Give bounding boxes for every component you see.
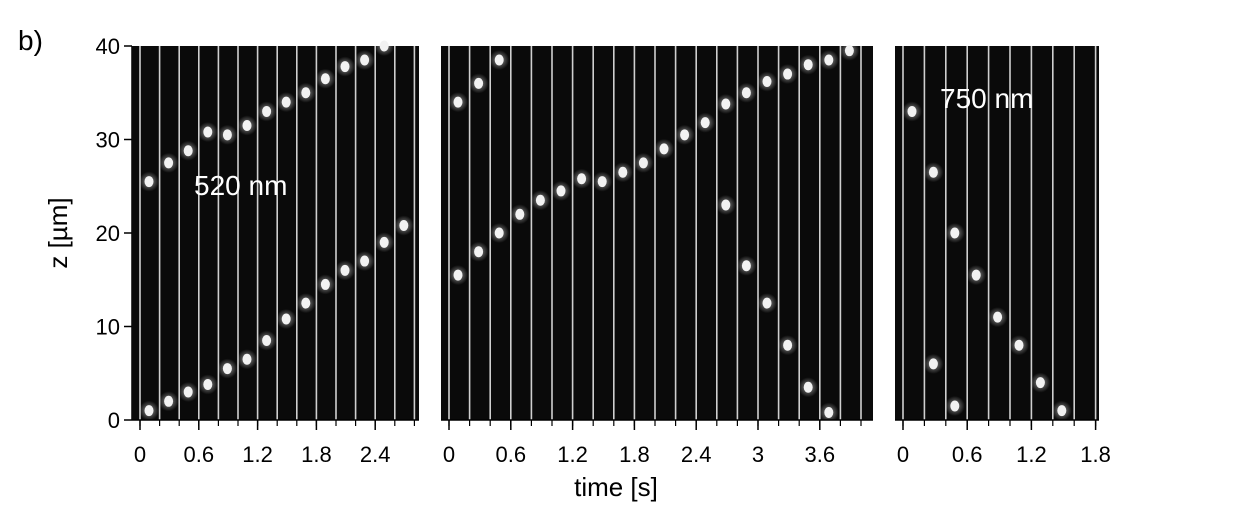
data-point (971, 269, 981, 281)
data-point (680, 129, 690, 141)
data-point (399, 220, 409, 232)
data-point (1035, 377, 1045, 389)
data-point (803, 381, 813, 393)
data-point (183, 386, 193, 398)
data-point (301, 87, 311, 99)
x-tick-label: 0.6 (496, 442, 527, 467)
data-point (535, 194, 545, 206)
x-tick-label: 1.8 (1080, 442, 1111, 467)
data-point (597, 176, 607, 188)
data-point (762, 76, 772, 88)
data-point (824, 407, 834, 419)
data-point (379, 236, 389, 248)
data-point (262, 335, 272, 347)
data-point (950, 400, 960, 412)
data-point (222, 129, 232, 141)
data-point (950, 227, 960, 239)
x-tick-label: 0.6 (184, 442, 215, 467)
data-point (928, 358, 938, 370)
y-tick-label: 10 (96, 315, 120, 340)
data-point (494, 227, 504, 239)
data-point (783, 339, 793, 351)
data-point (803, 59, 813, 71)
data-point (844, 45, 854, 57)
data-point (453, 269, 463, 281)
data-point (1014, 339, 1024, 351)
data-point (301, 297, 311, 309)
panel-background (441, 46, 873, 420)
data-point (222, 363, 232, 375)
data-point (320, 73, 330, 85)
data-point (144, 405, 154, 417)
data-point (700, 117, 710, 129)
x-axis-title: time [s] (574, 472, 658, 502)
data-point (721, 199, 731, 211)
x-tick-label: 2.4 (681, 442, 712, 467)
data-point (928, 166, 938, 178)
x-tick-label: 1.2 (557, 442, 588, 467)
x-tick-label: 1.8 (619, 442, 650, 467)
data-point (783, 68, 793, 80)
data-point (741, 260, 751, 272)
data-point (515, 208, 525, 220)
y-tick-label: 30 (96, 128, 120, 153)
data-point (242, 353, 252, 365)
data-point (638, 157, 648, 169)
data-point (262, 105, 272, 117)
x-tick-label: 0 (897, 442, 909, 467)
data-point (993, 311, 1003, 323)
wavelength-annotation: 750 nm (940, 83, 1033, 114)
data-point (721, 98, 731, 110)
data-point (144, 176, 154, 188)
data-point (360, 54, 370, 66)
y-axis: 0 10 20 30 40 (96, 34, 133, 433)
panel-520nm: 0 0.6 1.2 1.8 2.4 520 nm (132, 36, 419, 467)
data-point (281, 313, 291, 325)
data-point (1057, 405, 1067, 417)
data-point (556, 185, 566, 197)
y-tick-label: 0 (108, 408, 120, 433)
x-tick-label: 0.6 (952, 442, 983, 467)
kymograph-panels: 0 0.6 1.2 1.8 2.4 520 nm 0 0.6 1.2 1.8 2.4 3 3.6 0 0.6… (132, 36, 1111, 467)
data-point (183, 145, 193, 157)
data-point (824, 54, 834, 66)
data-point (453, 96, 463, 108)
y-tick-label: 20 (96, 221, 120, 246)
data-point (203, 378, 213, 390)
data-point (203, 126, 213, 138)
data-point (907, 105, 917, 117)
x-tick-label: 1.2 (242, 442, 273, 467)
data-point (320, 278, 330, 290)
data-point (577, 173, 587, 185)
data-point (659, 143, 669, 155)
x-tick-label: 0 (134, 442, 146, 467)
wavelength-annotation: 520 nm (194, 170, 287, 201)
data-point (474, 77, 484, 89)
data-point (360, 255, 370, 267)
y-tick-label: 40 (96, 34, 120, 59)
data-point (281, 96, 291, 108)
data-point (340, 264, 350, 276)
x-tick-label: 3.6 (805, 442, 836, 467)
data-point (242, 119, 252, 131)
panel-label: b) (18, 25, 43, 56)
panel-750nm: 0 0.6 1.2 1.8 750 nm (895, 46, 1111, 467)
data-point (164, 157, 174, 169)
data-point (494, 54, 504, 66)
x-tick-label: 2.4 (360, 442, 391, 467)
data-point (762, 297, 772, 309)
data-point (741, 87, 751, 99)
x-tick-label: 1.8 (301, 442, 332, 467)
x-tick-label: 0 (443, 442, 455, 467)
x-tick-label: 1.2 (1016, 442, 1047, 467)
data-point (618, 166, 628, 178)
panel-middle: 0 0.6 1.2 1.8 2.4 3 3.6 (441, 40, 873, 467)
data-point (474, 246, 484, 258)
y-axis-title: z [µm] (43, 197, 73, 268)
data-point (379, 40, 389, 52)
x-tick-label: 3 (752, 442, 764, 467)
data-point (164, 395, 174, 407)
data-point (340, 61, 350, 73)
